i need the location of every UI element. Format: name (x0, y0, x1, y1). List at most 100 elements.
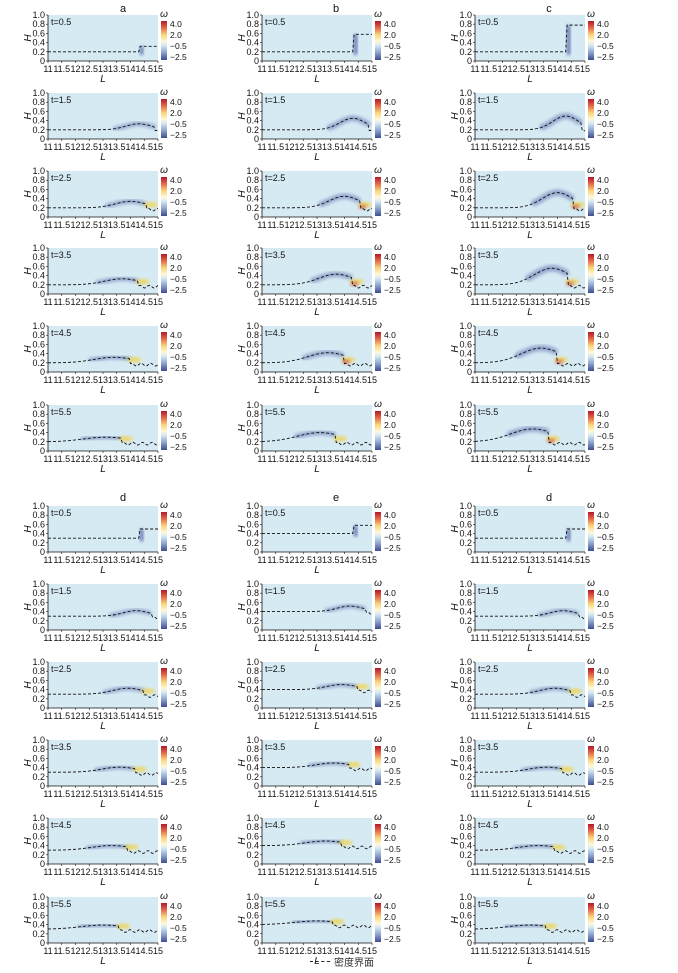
x-tick-label: 12 (70, 142, 80, 152)
x-tick-label: 15 (367, 633, 377, 643)
colorbar-tick-label: 4.0 (597, 510, 609, 520)
vorticity-background (262, 171, 372, 217)
colorbar-tick-label: −2.5 (170, 442, 187, 452)
colorbar-symbol: ω (374, 320, 382, 331)
time-label: t=0.5 (265, 508, 285, 518)
density-interface-line (474, 845, 586, 854)
colorbar-tick-label: 2.0 (170, 833, 182, 843)
breaking-zone-yellow (127, 357, 142, 363)
x-tick-label: 14.5 (349, 297, 367, 307)
y-axis-label: H (23, 112, 34, 120)
x-axis-label: L (527, 385, 533, 396)
y-tick-label: 0.2 (246, 772, 259, 782)
column-label-e: e (332, 492, 340, 504)
x-tick-label: 14 (339, 711, 349, 721)
x-tick-label: 11 (43, 711, 52, 721)
x-tick-label: 11 (470, 633, 479, 643)
y-tick-label: 0.4 (459, 529, 472, 539)
colorbar-tick-label: −2.5 (597, 621, 614, 631)
time-label: t=1.5 (478, 95, 498, 105)
x-tick-label: 12 (284, 555, 294, 565)
y-tick-label: 1.0 (32, 579, 45, 589)
vorticity-background (48, 248, 158, 294)
colorbar-symbol: ω (587, 320, 595, 331)
colorbar-tick-label: 4.0 (170, 19, 182, 29)
colorbar-tick-label: −0.5 (597, 41, 614, 51)
column-label-c: c (546, 3, 552, 15)
density-interface-line (475, 528, 585, 539)
x-tick-label: 11 (470, 454, 479, 464)
x-axis-label: L (314, 643, 320, 654)
plot-panel-e-1: 00.20.40.60.81.0 H 11 11.5 12 12.5 13 13.5 14 14.… (237, 578, 401, 654)
x-tick-label: 14 (552, 555, 562, 565)
density-interface-line (474, 766, 586, 776)
y-tick-label: 0.8 (459, 252, 472, 262)
x-tick-label: 13.5 (108, 789, 126, 799)
x-tick-label: 14.5 (349, 555, 367, 565)
x-tick-label: 15 (580, 867, 590, 877)
x-axis-label: L (527, 152, 533, 163)
x-tick-label: 13 (525, 454, 535, 464)
x-tick-label: 13.5 (108, 297, 126, 307)
y-tick-label: 0.2 (246, 616, 259, 626)
x-tick-label: 13 (98, 711, 108, 721)
colorbar-tick-label: 4.0 (170, 744, 182, 754)
density-interface-line (262, 684, 373, 694)
y-tick-label: 0 (254, 56, 259, 66)
x-tick-label: 11.5 (480, 555, 497, 565)
colorbar-tick-label: 4.0 (597, 330, 609, 340)
time-label: t=5.5 (265, 899, 285, 909)
x-tick-label: 11 (257, 297, 266, 307)
colorbar-tick-label: −0.5 (170, 844, 187, 854)
y-tick-label: 0.2 (459, 358, 472, 368)
x-tick-label: 13.5 (535, 867, 553, 877)
vorticity-background (48, 93, 158, 139)
x-tick-label: 14.5 (349, 789, 367, 799)
x-tick-label: 14.5 (562, 946, 580, 956)
y-tick-label: 0.4 (32, 428, 45, 438)
x-tick-label: 11.5 (480, 946, 497, 956)
x-tick-label: 13 (312, 454, 322, 464)
x-tick-label: 11.5 (267, 220, 284, 230)
x-tick-label: 12.5 (80, 789, 98, 799)
colorbar-tick-label: 2.0 (384, 420, 396, 430)
y-tick-label: 0.8 (32, 510, 45, 520)
x-tick-label: 11 (43, 454, 52, 464)
x-tick-label: 12 (70, 555, 80, 565)
plot-panel-d-4: 00.20.40.60.81.0 H 11 11.5 12 12.5 13 13.5 14 14.… (450, 812, 614, 888)
y-tick-label: 0 (40, 781, 45, 791)
time-label: t=2.5 (478, 664, 498, 674)
dashed-line-swatch (310, 961, 330, 962)
y-tick-label: 1.0 (246, 501, 259, 511)
y-tick-label: 0.8 (459, 175, 472, 185)
y-tick-label: 0.6 (459, 28, 472, 38)
x-axis-label: L (100, 385, 106, 396)
colorbar-tick-label: −2.5 (384, 363, 401, 373)
x-tick-label: 13.5 (535, 946, 553, 956)
x-tick-label: 11 (43, 64, 52, 74)
x-tick-label: 11.5 (480, 142, 497, 152)
x-tick-label: 14.5 (562, 297, 580, 307)
time-label: t=2.5 (51, 173, 71, 183)
plot-panel-d-4: 00.20.40.60.81.0 H 11 11.5 12 12.5 13 13.5 14 14.… (23, 812, 187, 888)
colorbar-symbol: ω (374, 242, 382, 253)
x-tick-label: 11 (257, 711, 266, 721)
colorbar-symbol: ω (587, 812, 595, 823)
x-tick-label: 15 (367, 220, 377, 230)
y-tick-label: 0.8 (459, 510, 472, 520)
x-tick-label: 14 (125, 64, 135, 74)
time-label: t=4.5 (478, 328, 498, 338)
x-tick-label: 11.5 (480, 220, 497, 230)
x-tick-label: 14 (339, 946, 349, 956)
colorbar (588, 590, 594, 629)
x-tick-label: 15 (580, 64, 590, 74)
x-tick-label: 11.5 (480, 711, 497, 721)
plot-panel-c-5: 00.20.40.60.81.0 H 11 11.5 12 12.5 13 13.5 14 14.… (450, 399, 614, 475)
x-tick-label: 14 (125, 867, 135, 877)
y-tick-label: 0.4 (32, 529, 45, 539)
x-tick-label: 11.5 (480, 867, 497, 877)
y-tick-label: 0.2 (32, 358, 45, 368)
x-tick-label: 13.5 (322, 297, 340, 307)
x-axis-label: L (100, 464, 106, 475)
vortex-patch (353, 525, 358, 537)
